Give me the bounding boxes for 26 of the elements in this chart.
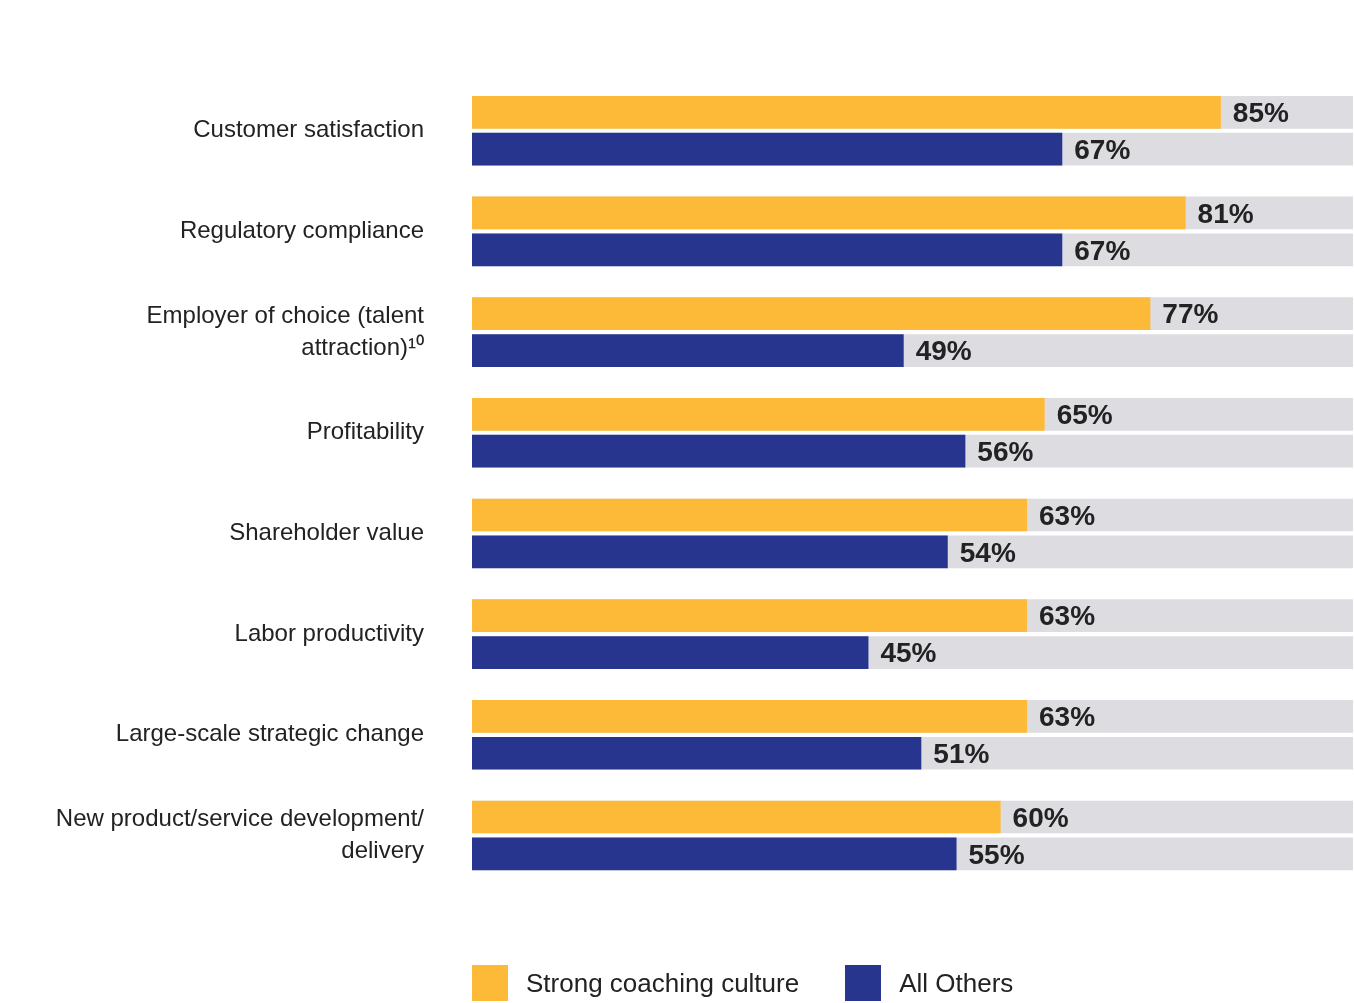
data-label: 54% (959, 536, 1016, 568)
y-tick-label: Labor productivity (234, 618, 424, 646)
data-label: 81% (1197, 197, 1254, 229)
data-label: 60% (1012, 801, 1069, 833)
data-label: 49% (915, 335, 972, 367)
y-tick-label: Customer satisfaction (193, 115, 424, 143)
y-tick-label: New product/service development/ delivery (55, 803, 425, 864)
legend-label: All Others (899, 967, 1014, 999)
data-label: 56% (977, 435, 1034, 467)
data-label: 63% (1039, 701, 1096, 733)
y-tick-label: Profitability (306, 417, 424, 445)
data-label: 63% (1039, 600, 1096, 632)
legend-label: Strong coaching culture (526, 967, 800, 999)
data-label: 45% (880, 637, 937, 669)
data-label: 77% (1162, 298, 1219, 330)
data-label: 55% (968, 838, 1025, 870)
data-label: 51% (933, 737, 990, 769)
data-label: 65% (1056, 399, 1113, 431)
data-label: 67% (1074, 234, 1131, 266)
y-tick-label: Shareholder value (229, 518, 424, 546)
data-label: 67% (1074, 133, 1131, 165)
data-label: 85% (1232, 97, 1289, 129)
y-tick-label: Large-scale strategic change (115, 719, 424, 747)
y-tick-label: Regulatory compliance (179, 216, 424, 244)
data-label: 63% (1039, 499, 1096, 531)
y-tick-label: Employer of choice (talent attraction)¹⁰ (146, 300, 425, 360)
